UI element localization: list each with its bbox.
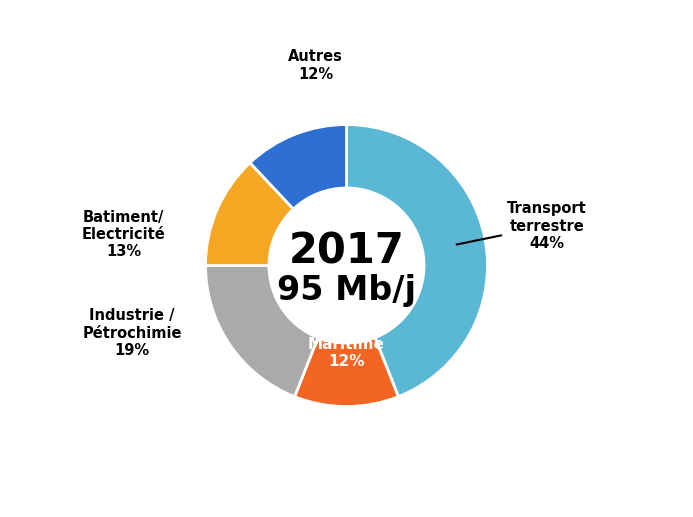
Wedge shape <box>295 338 398 406</box>
Text: Autres
12%: Autres 12% <box>288 49 343 82</box>
Wedge shape <box>206 266 318 397</box>
Text: Aviation/
Maritime
12%: Aviation/ Maritime 12% <box>308 320 385 369</box>
Text: Batiment/
Electricité
13%: Batiment/ Electricité 13% <box>82 209 166 260</box>
Wedge shape <box>250 125 346 209</box>
Text: 2017: 2017 <box>288 231 405 272</box>
Text: 95 Mb/j: 95 Mb/j <box>277 275 416 308</box>
Wedge shape <box>346 125 487 397</box>
Text: Transport
terrestre
44%: Transport terrestre 44% <box>457 201 586 251</box>
Text: Industrie /
Pétrochimie
19%: Industrie / Pétrochimie 19% <box>82 308 182 358</box>
Wedge shape <box>206 163 293 266</box>
